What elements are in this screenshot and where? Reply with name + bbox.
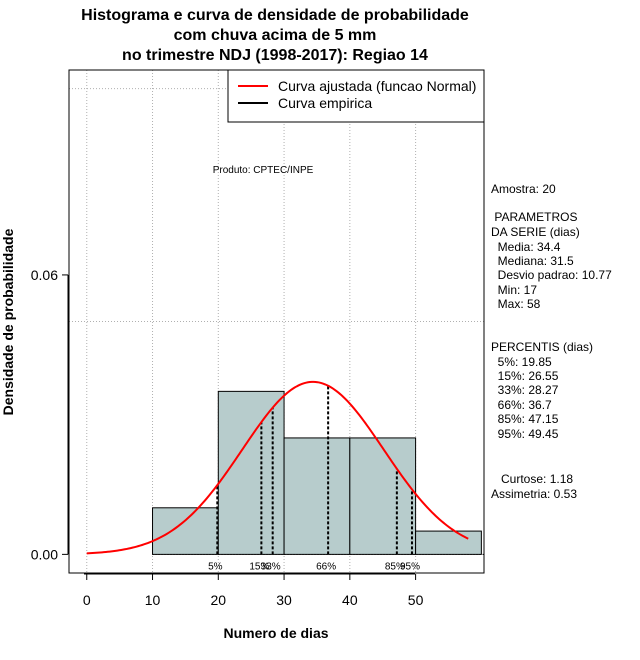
chart-title-line-1: Histograma e curva de densidade de proba… [81,7,469,24]
y-axis: 0.00 0.06 [31,267,69,562]
stat-p15: 15%: 26.55 [491,369,559,383]
percentile-label: 5% [208,561,223,572]
stat-assimetria: Assimetria: 0.53 [491,487,578,501]
chart-title-line-3: no trimestre NDJ (1998-2017): Regiao 14 [122,47,428,64]
x-tick-label: 10 [145,592,161,608]
stat-percentis-title: PERCENTIS (dias) [491,340,594,354]
stat-p95: 95%: 49.45 [491,427,559,441]
histogram-bar [283,437,351,555]
x-tick-label: 50 [408,592,424,608]
normal-curve [86,380,469,555]
stat-param-title-1: PARAMETROS [491,210,578,224]
stat-desvio: Desvio padrao: 10.77 [491,268,612,282]
chart-title-line-2: com chuva acima de 5 mm [173,27,377,44]
percentile-label: 95% [400,561,420,572]
percentile-label: 33% [261,561,281,572]
y-axis-label: Densidade de probabilidade [0,228,16,415]
histogram-bar [349,437,417,555]
stat-param-title-2: DA SERIE (dias) [491,225,580,239]
percentile-labels: 5% 15%33% 66% 85%95% [208,561,420,572]
histogram-bars [152,390,482,555]
x-axis-label: Numero de dias [223,625,328,641]
x-tick-label: 20 [211,592,227,608]
percentile-lines [216,385,413,555]
y-tick-label: 0.06 [31,267,58,283]
x-axis: 0 10 20 30 40 50 [83,573,424,608]
stat-p66: 66%: 36.7 [491,398,552,412]
histogram-bar [415,530,482,555]
legend: Curva ajustada (funcao Normal) Curva emp… [227,69,485,123]
stat-curtose: Curtose: 1.18 [491,472,574,486]
legend-label-empirical: Curva empirica [278,95,372,111]
stat-p33: 33%: 28.27 [491,383,559,397]
stat-p5: 5%: 19.85 [491,355,552,369]
x-tick-label: 30 [276,592,292,608]
stat-p85: 85%: 47.15 [491,412,559,426]
stat-mediana: Mediana: 31.5 [491,254,574,268]
stat-max: Max: 58 [491,297,541,311]
legend-label-normal: Curva ajustada (funcao Normal) [278,78,476,94]
histogram-bar [152,507,219,555]
stat-min: Min: 17 [491,283,538,297]
y-tick-label: 0.00 [31,546,58,562]
legend-box [227,69,485,123]
histogram-bar [217,390,285,555]
percentile-label: 15% [249,561,269,572]
percentile-label: 85% [385,561,405,572]
stat-amostra: Amostra: 20 [491,182,556,196]
x-tick-label: 40 [342,592,358,608]
stat-media: Media: 34.4 [491,240,561,254]
product-annotation: Produto: CPTEC/INPE [213,165,314,176]
x-tick-label: 0 [83,592,91,608]
percentile-label: 66% [316,561,336,572]
